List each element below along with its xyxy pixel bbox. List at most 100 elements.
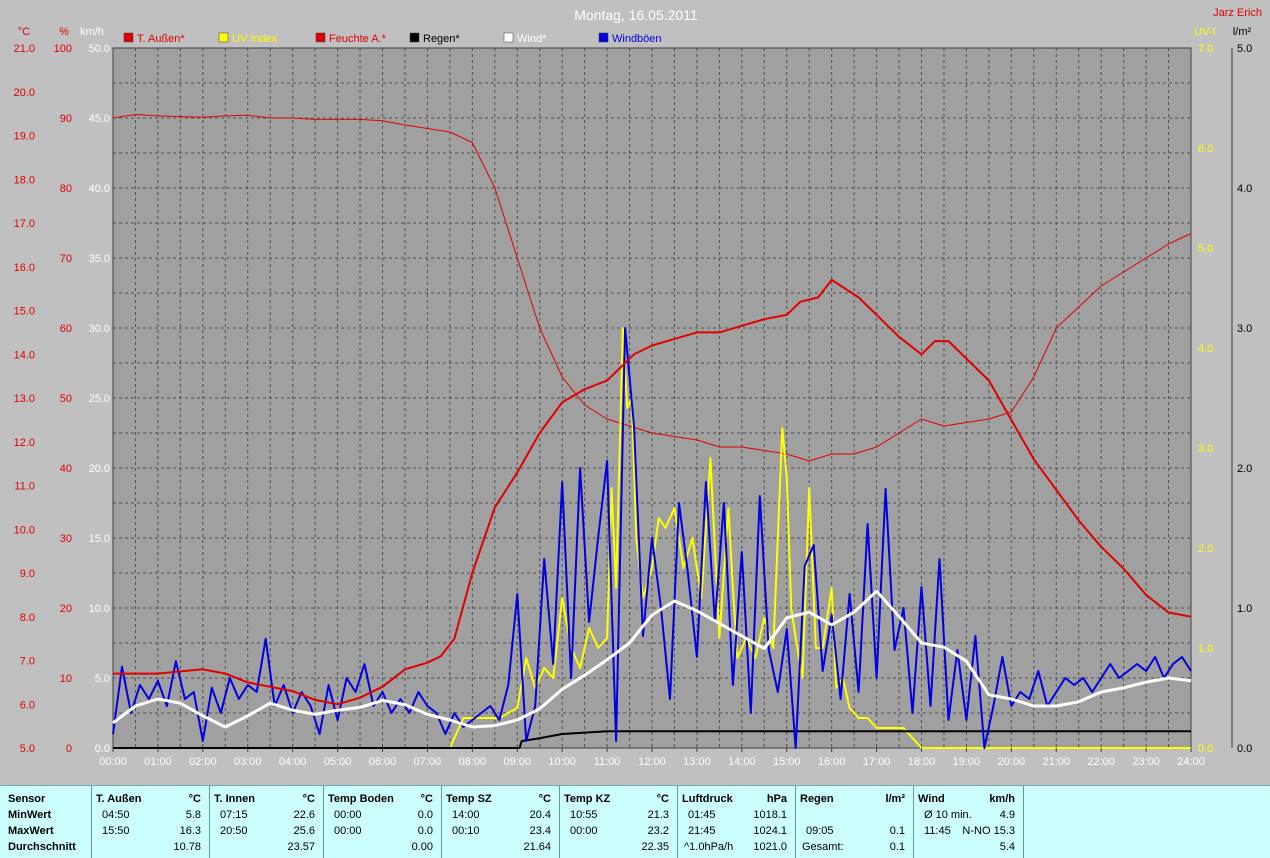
x-axis-tick-label: 12:00	[638, 756, 666, 768]
wind-axis-tick-label: 25.0	[89, 393, 110, 405]
stats-section-unit: °C	[302, 793, 315, 805]
x-axis-tick-label: 10:00	[548, 756, 576, 768]
stats-avg-value: 23.57	[287, 841, 315, 853]
stats-avg-value: 0.1	[889, 841, 905, 853]
stats-section-unit: km/h	[989, 793, 1015, 805]
humidity-axis-tick-label: 50	[60, 393, 72, 405]
legend-label: Wind*	[517, 33, 547, 45]
humidity-axis-tick-label: 80	[60, 183, 72, 195]
stats-min-value: 20.4	[529, 809, 551, 821]
stats-section-unit: °C	[538, 793, 551, 805]
uv-axis-tick-label: 0.0	[1198, 743, 1213, 755]
stats-max-value: 23.2	[647, 825, 669, 837]
temp-axis-tick-label: 9.0	[20, 568, 35, 580]
stats-section: Temp KZ °C 10:55 21.3 00:00 23.2 22.35	[560, 786, 678, 858]
stats-max-time: 20:50	[220, 825, 248, 837]
series-line-uv-index	[113, 327, 1191, 749]
uv-axis-tick-label: 4.0	[1198, 343, 1213, 355]
series-line-wind	[112, 589, 1192, 729]
stats-section: T. Außen °C 04:50 5.8 15:50 16.3 10.78	[92, 786, 210, 858]
uv-axis-unit: UV-I	[1194, 26, 1215, 38]
series-group	[112, 114, 1192, 749]
stats-min-value: 1018.1	[753, 809, 787, 821]
stats-min-time: 04:50	[102, 809, 130, 821]
stats-section-unit: °C	[188, 793, 201, 805]
x-axis-tick-label: 08:00	[459, 756, 487, 768]
uv-axis-tick-label: 6.0	[1198, 143, 1213, 155]
x-axis-tick-label: 13:00	[683, 756, 711, 768]
temp-axis-tick-label: 16.0	[14, 262, 35, 274]
stats-min-time: 01:45	[688, 809, 716, 821]
x-axis-tick-label: 04:00	[279, 756, 307, 768]
uv-axis-tick-label: 3.0	[1198, 443, 1213, 455]
temp-axis-tick-label: 20.0	[14, 87, 35, 99]
stats-section: T. Innen °C 07:15 22.6 20:50 25.6 23.57	[210, 786, 324, 858]
stats-max-value: 23.4	[529, 825, 551, 837]
temp-axis-tick-label: 5.0	[20, 743, 35, 755]
x-axis-tick-label: 16:00	[818, 756, 846, 768]
row-label-avg: Durchschnitt	[8, 841, 76, 853]
stats-footer: Sensor MinWert MaxWert Durchschnitt T. A…	[0, 785, 1270, 858]
sensor-header: Sensor	[8, 793, 46, 805]
legend-label: Regen*	[423, 33, 460, 45]
rain-axis-tick-label: 4.0	[1237, 183, 1252, 195]
temp-axis-tick-label: 8.0	[20, 612, 35, 624]
weather-chart: 21.0 20.0 19.0 18.0 17.0 16.0 15.0 14.0 13.0 12.0…	[14, 7, 1262, 768]
stats-min-value: 21.3	[647, 809, 669, 821]
stats-section-name: Temp SZ	[446, 793, 492, 805]
legend-label: Feuchte A.*	[329, 33, 387, 45]
temp-axis-tick-label: 18.0	[14, 174, 35, 186]
stats-section: Temp SZ °C 14:00 20.4 00:10 23.4 21.64	[442, 786, 560, 858]
x-axis-tick-label: 02:00	[189, 756, 217, 768]
series-line-t-au-en	[113, 278, 1192, 706]
x-axis-tick-label: 01:00	[144, 756, 172, 768]
stats-section-name: Wind	[918, 793, 945, 805]
stats-section-name: T. Außen	[96, 793, 142, 805]
stats-max-time: 00:00	[334, 825, 362, 837]
rain-axis-tick-label: 1.0	[1237, 603, 1252, 615]
temp-axis-tick-label: 17.0	[14, 218, 35, 230]
rain-axis-unit: l/m²	[1233, 26, 1252, 38]
stats-section-name: Regen	[800, 793, 834, 805]
sensor-column: Sensor MinWert MaxWert Durchschnitt	[0, 786, 92, 858]
series-line-regen	[113, 730, 1191, 749]
wind-axis-tick-label: 30.0	[89, 323, 110, 335]
humidity-axis-tick-label: 0	[66, 743, 72, 755]
x-axis-tick-label: 06:00	[369, 756, 397, 768]
stats-section: Regen l/m² 09:05 0.1 Gesamt: 0.1	[796, 786, 914, 858]
stats-section-unit: °C	[420, 793, 433, 805]
wind-axis-tick-label: 15.0	[89, 533, 110, 545]
wind-axis-tick-label: 35.0	[89, 253, 110, 265]
wind-axis-tick-label: 5.0	[95, 673, 110, 685]
row-label-max: MaxWert	[8, 825, 54, 837]
stats-min-value: 5.8	[185, 809, 201, 821]
humidity-axis-tick-label: 70	[60, 253, 72, 265]
legend-label: T. Außen*	[137, 33, 185, 45]
stats-max-value: 25.6	[293, 825, 315, 837]
rain-axis-tick-label: 0.0	[1237, 743, 1252, 755]
x-axis-tick-label: 21:00	[1042, 756, 1070, 768]
stats-max-value: 1024.1	[753, 825, 787, 837]
rain-axis-tick-label: 3.0	[1237, 323, 1252, 335]
stats-avg-label: ^1.0hPa/h	[684, 841, 734, 853]
legend-swatch	[409, 32, 420, 43]
legend-swatch	[315, 32, 326, 43]
row-label-min: MinWert	[8, 809, 52, 821]
temp-axis-tick-label: 12.0	[14, 437, 35, 449]
humidity-axis-tick-label: 60	[60, 323, 72, 335]
temp-axis-unit: °C	[18, 26, 30, 38]
x-axis-tick-label: 09:00	[503, 756, 531, 768]
x-axis-tick-label: 05:00	[324, 756, 352, 768]
humidity-axis-tick-label: 10	[60, 673, 72, 685]
uv-axis-tick-label: 7.0	[1198, 43, 1213, 55]
uv-axis-tick-label: 2.0	[1198, 543, 1213, 555]
stats-avg-label: Gesamt:	[802, 841, 844, 853]
wind-axis-tick-label: 40.0	[89, 183, 110, 195]
stats-avg-value: 10.78	[173, 841, 201, 853]
stats-max-value: 16.3	[179, 825, 201, 837]
uv-axis-tick-label: 1.0	[1198, 643, 1213, 655]
stats-min-value: 4.9	[999, 809, 1015, 821]
stats-avg-value: 1021.0	[753, 841, 787, 853]
stats-min-time: 00:00	[334, 809, 362, 821]
legend-label: UV Index	[232, 33, 278, 45]
